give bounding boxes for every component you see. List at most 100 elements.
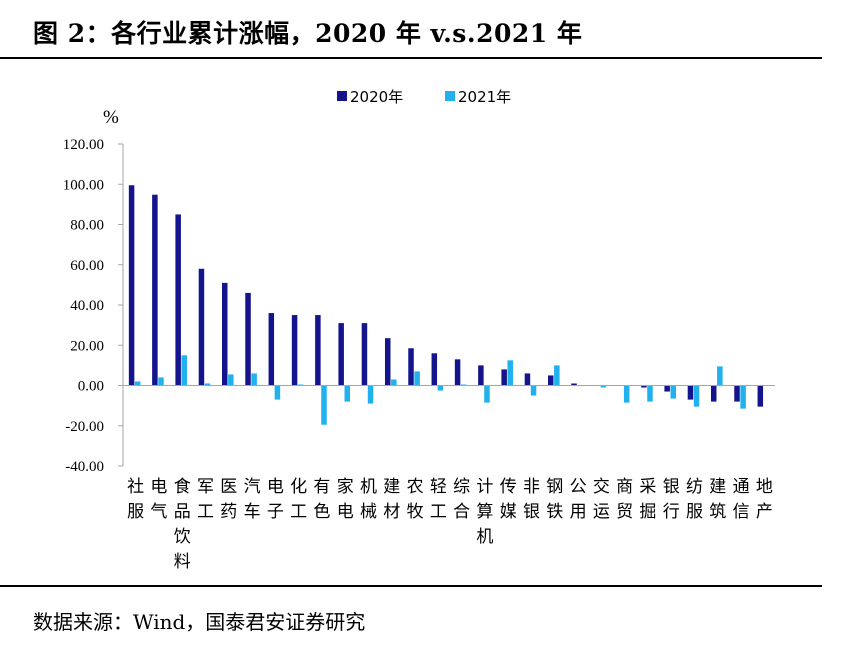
bar-2021-家电 [344, 385, 351, 402]
x-tick-label: 计算机 [476, 477, 493, 547]
bar-2021-传媒 [507, 360, 514, 386]
y-axis: 120.00 100.00 80.00 60.00 40.00 20.00 0.00 -20.… [63, 137, 124, 475]
bar-2020-综合 [454, 359, 461, 386]
x-tick-label: 电气 [150, 477, 167, 522]
bar-2020-汽车 [245, 292, 251, 386]
footer-rule [0, 585, 822, 587]
x-tick-label: 建筑 [709, 477, 726, 522]
y-tick-label: -20.00 [65, 419, 104, 435]
y-tick-label: -40.00 [65, 459, 104, 475]
x-tick-label: 轻工 [430, 477, 447, 522]
bar-2021-机械 [367, 385, 374, 404]
x-tick-label: 通信 [733, 477, 750, 522]
bar-2020-钢铁 [547, 375, 554, 386]
y-tick-label: 0.00 [78, 379, 104, 395]
bar-2021-综合 [460, 384, 467, 386]
bar-2020-食品饮料 [175, 214, 181, 386]
bar-2020-医药 [221, 282, 228, 386]
bar-2021-计算机 [484, 385, 490, 403]
y-tick-label: 80.00 [70, 218, 104, 234]
bar-2020-军工 [198, 268, 205, 386]
bar-2020-建筑 [710, 385, 717, 402]
x-tick-label: 有色 [313, 477, 330, 522]
x-axis-labels: 社服电气食品饮料军工医药汽车电子化工有色家电机械建材农牧轻工综合计算机传媒非银钢… [127, 477, 773, 572]
x-tick-label: 社服 [127, 477, 144, 522]
x-tick-label: 机械 [360, 477, 377, 522]
bar-2020-地产 [757, 385, 764, 407]
bar-2021-有色 [321, 385, 327, 425]
x-tick-label: 采掘 [639, 477, 656, 522]
bar-2021-食品饮料 [181, 355, 188, 386]
x-tick-label: 医药 [220, 477, 237, 522]
bar-2021-非银 [530, 385, 537, 396]
bar-2021-采掘 [647, 385, 653, 402]
bar-2020-轻工 [431, 353, 438, 386]
bar-2020-计算机 [478, 365, 484, 386]
x-tick-label: 交运 [593, 477, 610, 522]
bars [128, 185, 764, 425]
x-tick-label: 食品饮料 [174, 477, 191, 572]
x-tick-label: 公用 [570, 477, 587, 522]
bar-2020-农牧 [408, 348, 414, 386]
x-tick-label: 传媒 [500, 477, 517, 522]
legend-swatch-2020 [337, 91, 347, 101]
legend-label-2021: 2021年 [458, 88, 511, 106]
y-tick-label: 100.00 [63, 177, 104, 193]
figure-title: 图 2：各行业累计涨幅，2020 年 v.s.2021 年 [33, 19, 583, 48]
x-tick-label: 非银 [523, 477, 540, 522]
bar-2020-建材 [384, 338, 391, 386]
bar-2020-电气 [152, 194, 158, 386]
bar-2020-化工 [291, 315, 298, 386]
legend-swatch-2021 [445, 91, 455, 101]
x-tick-label: 建材 [383, 477, 400, 522]
y-tick-label: 60.00 [70, 258, 104, 274]
bar-2021-钢铁 [554, 365, 560, 386]
x-tick-label: 综合 [453, 477, 470, 522]
bar-2021-军工 [204, 383, 211, 386]
bar-2021-通信 [740, 385, 746, 409]
bar-2021-交运 [600, 385, 607, 388]
bar-2020-采掘 [641, 385, 647, 388]
bar-2021-汽车 [251, 373, 257, 386]
x-tick-label: 化工 [290, 477, 307, 522]
bar-2020-社服 [128, 185, 135, 386]
bar-2020-非银 [524, 373, 531, 386]
x-tick-label: 纺服 [686, 477, 703, 522]
bar-2020-银行 [664, 385, 670, 392]
x-tick-label: 钢铁 [546, 477, 563, 522]
x-tick-label: 军工 [197, 477, 214, 522]
x-tick-label: 地产 [756, 477, 773, 522]
bar-2021-医药 [228, 374, 234, 386]
title-rule [0, 57, 822, 59]
bar-2020-机械 [361, 323, 368, 386]
bar-2021-纺服 [693, 385, 700, 407]
bar-chart: % 2020年 2021年 120.00 100.00 80.00 60.00 40.0… [63, 88, 775, 572]
x-tick-label: 农牧 [407, 477, 424, 522]
bar-2021-农牧 [414, 371, 420, 386]
x-tick-label: 家电 [337, 477, 354, 522]
x-tick-label: 电子 [267, 477, 284, 522]
bar-2021-商贸 [623, 385, 630, 403]
x-tick-label: 汽车 [244, 477, 261, 522]
bar-2020-有色 [315, 315, 321, 386]
bar-2020-通信 [734, 385, 740, 402]
y-tick-label: 20.00 [70, 338, 104, 354]
bar-2021-建筑 [717, 366, 723, 386]
bar-2021-电气 [158, 377, 164, 386]
bar-2020-电子 [268, 313, 275, 386]
legend: 2020年 2021年 [337, 88, 511, 106]
bar-2020-纺服 [687, 385, 694, 400]
bar-2021-建材 [391, 379, 397, 386]
bar-2021-轻工 [437, 385, 444, 391]
bar-2021-电子 [274, 385, 281, 400]
x-tick-label: 商贸 [616, 477, 633, 522]
source-note: 数据来源：Wind，国泰君安证券研究 [33, 610, 366, 634]
bar-2020-家电 [338, 323, 344, 386]
bar-2021-银行 [670, 385, 677, 399]
bar-2021-化工 [297, 384, 304, 386]
x-tick-label: 银行 [663, 477, 680, 522]
bar-2021-社服 [134, 381, 141, 386]
y-tick-label: 40.00 [70, 298, 104, 314]
y-axis-unit: % [103, 107, 119, 128]
bar-2020-传媒 [501, 369, 507, 386]
